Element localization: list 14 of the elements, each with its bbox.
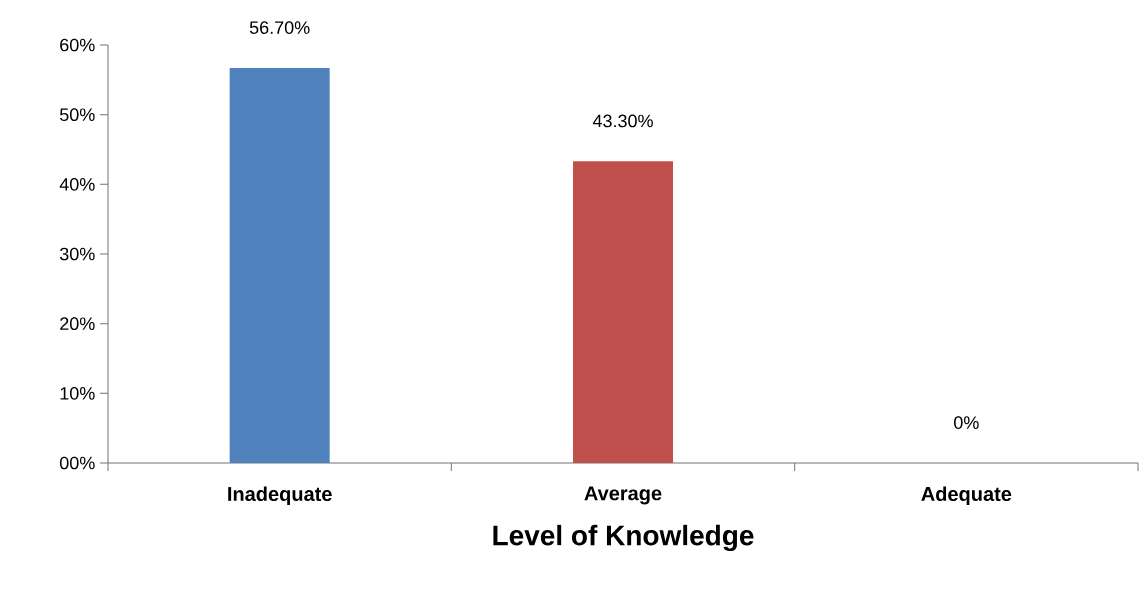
y-tick-label: 00%	[59, 456, 95, 470]
y-tick-label: 50%	[59, 108, 95, 122]
y-tick-label: 40%	[59, 177, 95, 191]
x-axis-title: Level of Knowledge	[493, 524, 754, 552]
y-tick-label: 10%	[60, 386, 95, 400]
y-tick-label: 20%	[60, 317, 95, 331]
y-tick-label: 30%	[59, 247, 95, 261]
data-label: 43.30%	[592, 114, 653, 128]
x-tick-label: Average	[584, 486, 662, 505]
data-label: 56.70%	[249, 21, 310, 34]
x-tick-label: Adequate	[921, 486, 1012, 506]
data-label: 0%	[954, 416, 979, 429]
x-tick-label: Inadequate	[228, 486, 332, 506]
y-tick-label: 60%	[60, 38, 95, 52]
